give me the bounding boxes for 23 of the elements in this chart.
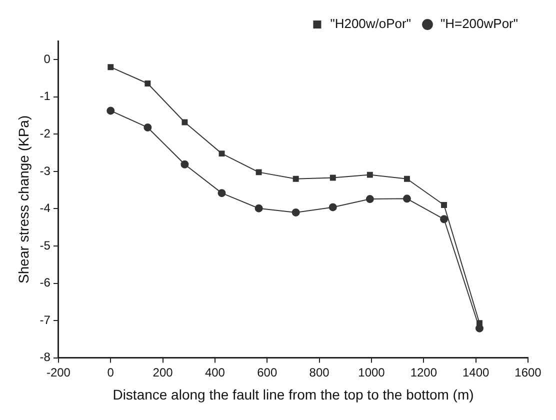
x-tick-label: 1200 — [410, 365, 438, 380]
y-tick-label: -5 — [40, 238, 51, 252]
x-tick-label: -200 — [46, 365, 71, 380]
x-tick-label: 1400 — [462, 365, 490, 380]
y-tick-label: -8 — [40, 350, 51, 364]
x-axis-title: Distance along the fault line from the top to the bottom (m) — [112, 386, 474, 402]
x-tick-label: 800 — [309, 365, 330, 380]
y-tick-label: 0 — [44, 52, 51, 66]
x-tick-label: 600 — [257, 365, 278, 380]
x-tick-label: 1600 — [514, 365, 542, 380]
x-tick-label: 400 — [204, 365, 226, 380]
x-tick-label: 200 — [152, 365, 174, 380]
y-tick-label: -7 — [40, 312, 51, 327]
x-tick-label: 0 — [107, 365, 114, 380]
y-tick-label: -2 — [40, 126, 51, 140]
x-tick-label: 1000 — [358, 365, 386, 380]
y-tick-label: -1 — [40, 89, 51, 104]
y-tick-label: -3 — [40, 164, 51, 178]
y-tick-label: -6 — [40, 276, 51, 290]
legend-label: "H200w/oPor" — [330, 16, 412, 32]
legend-label: "H=200wPor" — [440, 16, 518, 32]
y-axis-title: Shear stress change (KPa) — [15, 115, 32, 284]
y-tick-label: -4 — [40, 201, 51, 216]
